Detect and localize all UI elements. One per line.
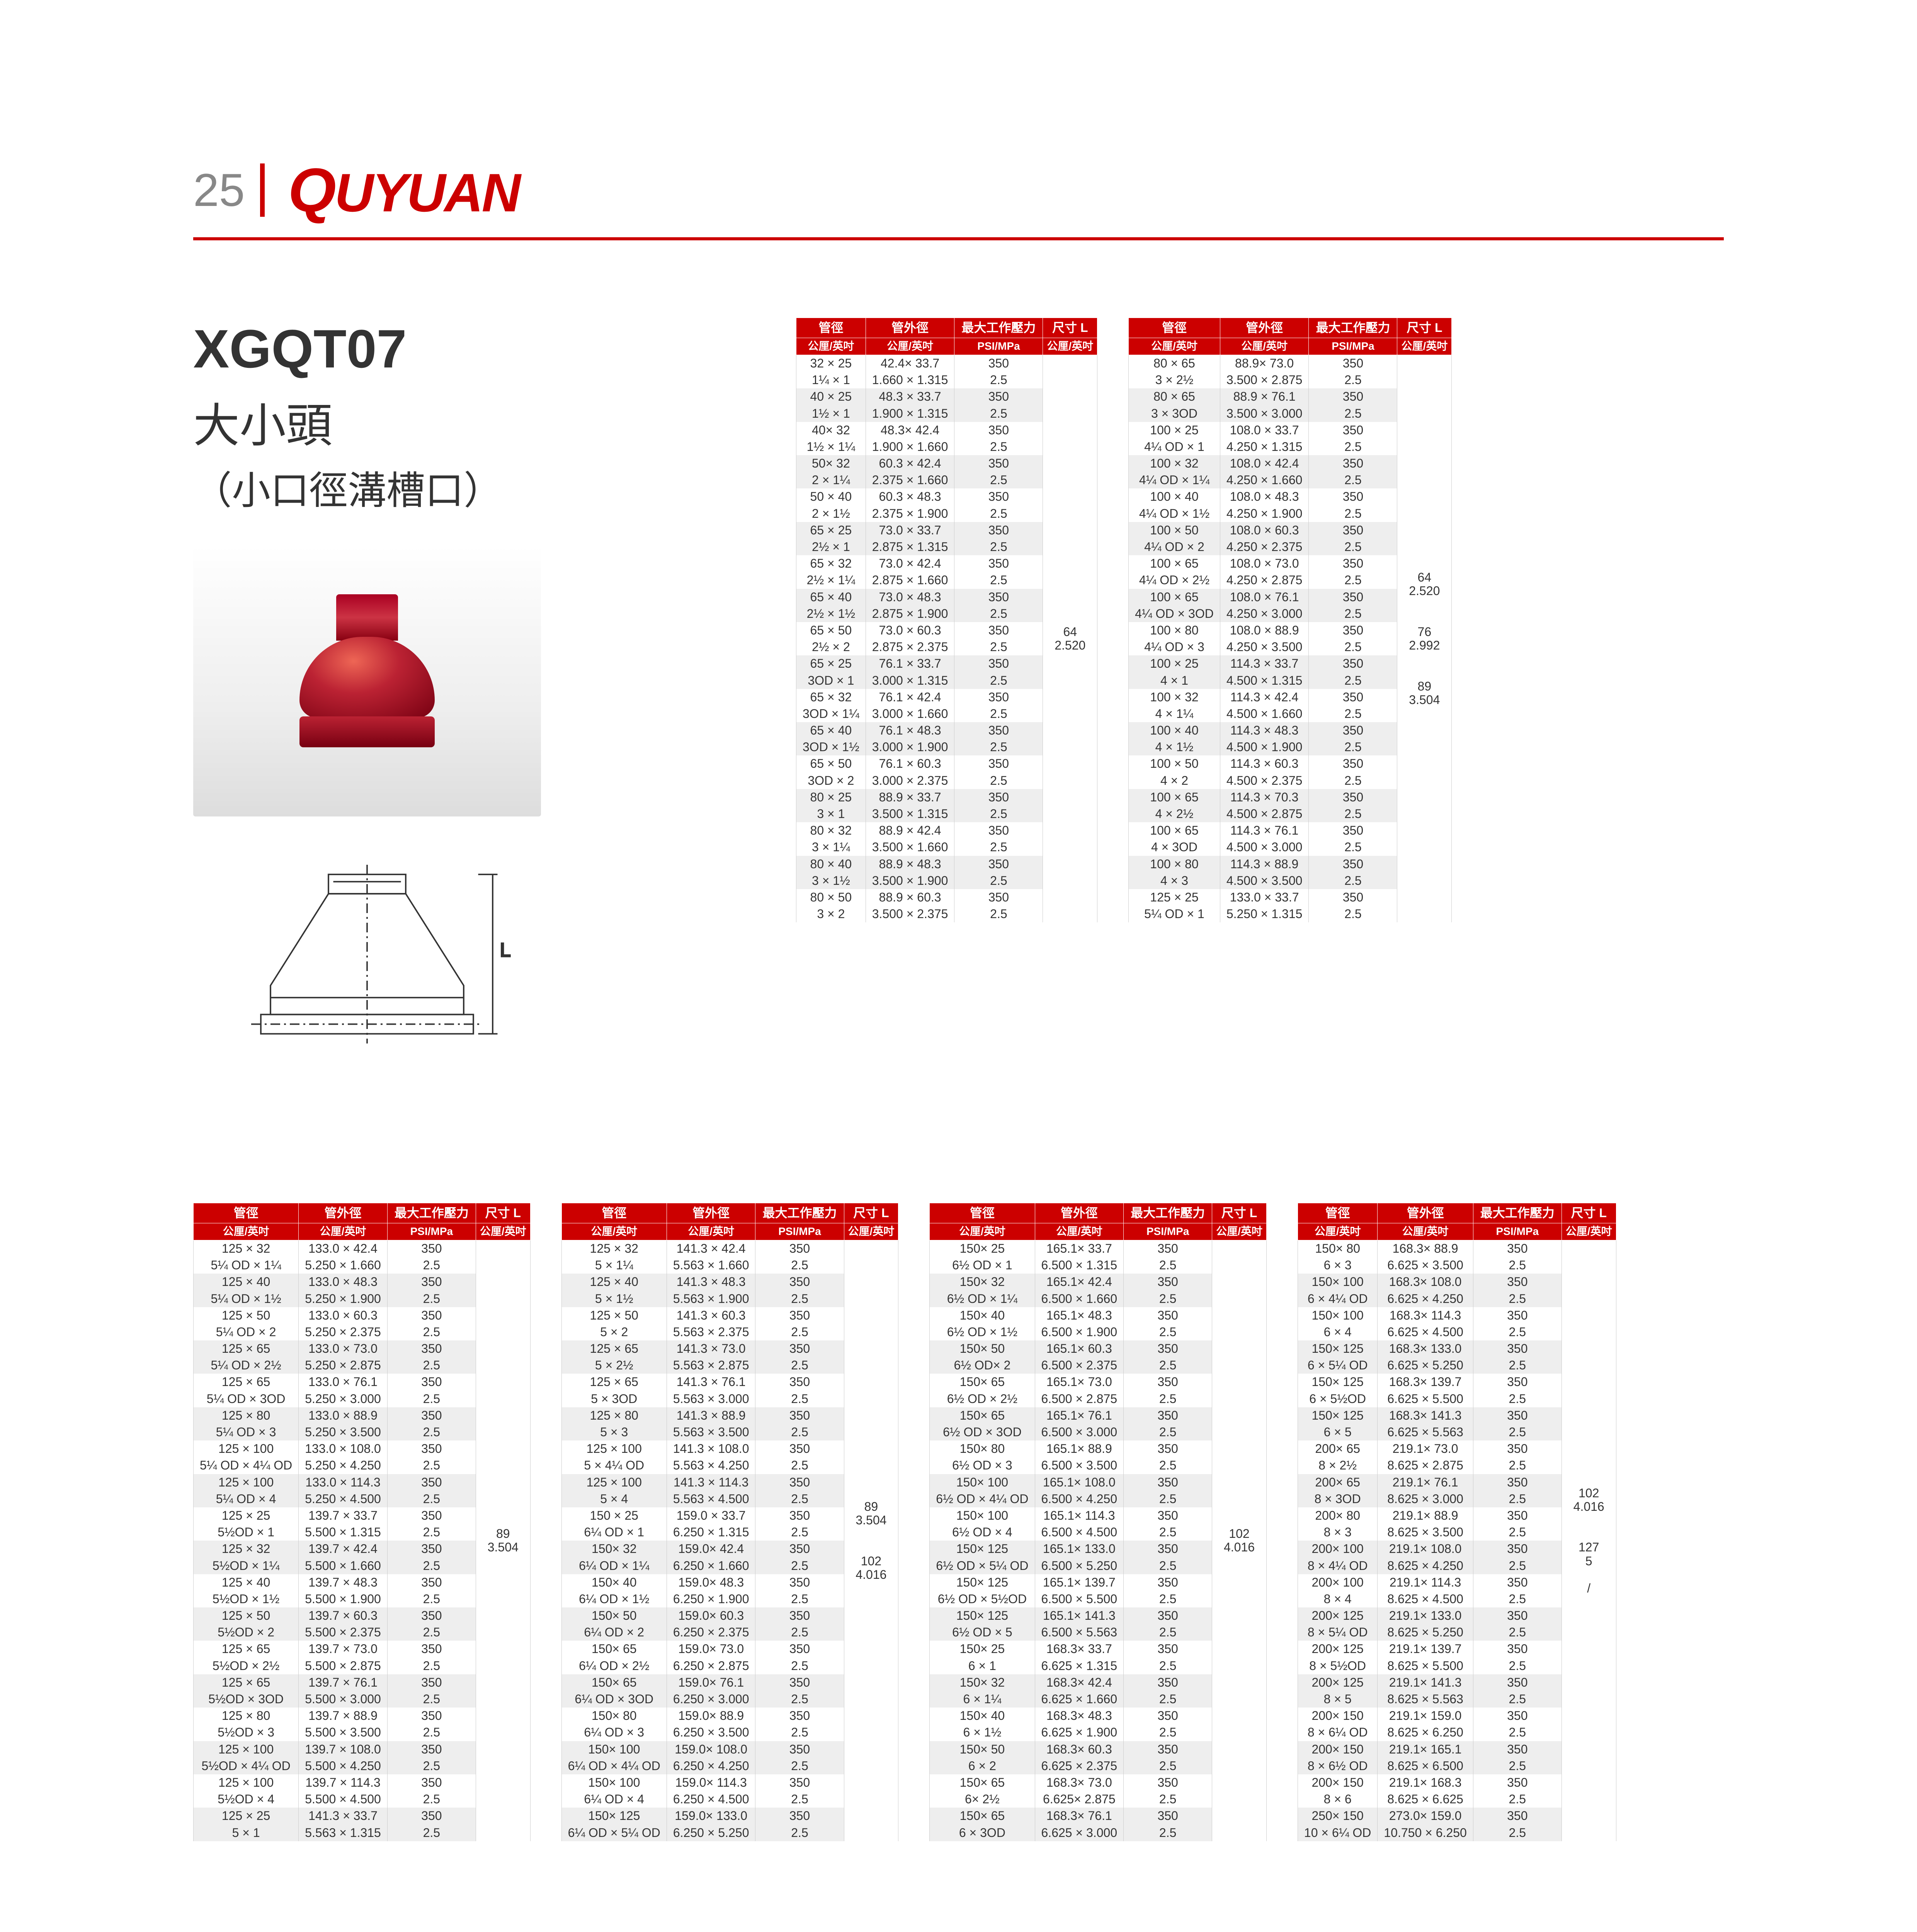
spec-table-A: 管徑管外徑最大工作壓力尺寸 L公厘/英吋公厘/英吋PSI/MPa公厘/英吋32 … [796, 318, 1097, 1048]
product-photo [193, 546, 541, 816]
logo: QUYUAN [288, 155, 519, 226]
product-info: XGQT07 大小頭 （小口徑溝槽口） [193, 318, 773, 1048]
svg-text:L: L [500, 939, 511, 961]
product-name-cn: 大小頭 [193, 388, 773, 455]
reducer-illustration [299, 594, 435, 768]
spec-table-E: 管徑管外徑最大工作壓力尺寸 L公厘/英吋公厘/英吋PSI/MPa公厘/英吋150… [929, 1203, 1267, 1841]
top-tables: 管徑管外徑最大工作壓力尺寸 L公厘/英吋公厘/英吋PSI/MPa公厘/英吋32 … [796, 318, 1724, 1048]
page-header: 25 QUYUAN [193, 155, 1724, 240]
product-code: XGQT07 [193, 318, 773, 380]
spec-table-B: 管徑管外徑最大工作壓力尺寸 L公厘/英吋公厘/英吋PSI/MPa公厘/英吋80 … [1128, 318, 1452, 1048]
bottom-tables: 管徑管外徑最大工作壓力尺寸 L公厘/英吋公厘/英吋PSI/MPa公厘/英吋125… [193, 1203, 1724, 1841]
dimension-diagram: L [193, 855, 541, 1048]
page-number: 25 [193, 163, 265, 217]
spec-table-F: 管徑管外徑最大工作壓力尺寸 L公厘/英吋公厘/英吋PSI/MPa公厘/英吋150… [1298, 1203, 1616, 1841]
spec-table-D: 管徑管外徑最大工作壓力尺寸 L公厘/英吋公厘/英吋PSI/MPa公厘/英吋125… [561, 1203, 899, 1841]
product-subtitle: （小口徑溝槽口） [193, 459, 773, 515]
spec-table-C: 管徑管外徑最大工作壓力尺寸 L公厘/英吋公厘/英吋PSI/MPa公厘/英吋125… [193, 1203, 531, 1841]
top-section: XGQT07 大小頭 （小口徑溝槽口） [193, 318, 1724, 1048]
